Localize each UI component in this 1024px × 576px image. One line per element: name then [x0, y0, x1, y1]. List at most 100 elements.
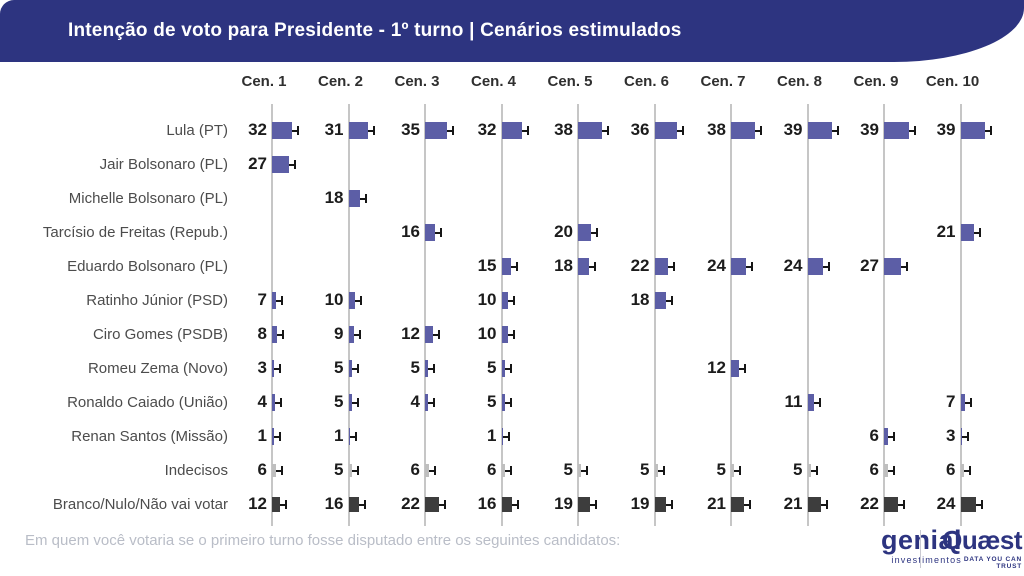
- bar: [578, 464, 582, 477]
- error-whisker-cap: [892, 432, 895, 441]
- error-whisker: [428, 367, 435, 370]
- bar-value: 6: [869, 425, 879, 445]
- genial-logo-subtext: investimentos: [891, 555, 962, 565]
- error-whisker-cap: [432, 398, 435, 407]
- bar: [960, 464, 965, 477]
- bar: [731, 464, 735, 477]
- error-whisker: [447, 129, 454, 132]
- error-whisker: [273, 435, 280, 438]
- error-whisker: [581, 469, 588, 472]
- error-whisker-cap: [373, 126, 376, 135]
- error-whisker: [521, 129, 528, 132]
- bar-value: 12: [707, 357, 726, 377]
- error-whisker: [677, 129, 684, 132]
- bar-value: 18: [324, 187, 344, 207]
- error-whisker-cap: [443, 500, 446, 509]
- error-whisker-cap: [526, 126, 529, 135]
- scenario-header: Cen. 2: [317, 73, 363, 90]
- bar: [654, 497, 667, 512]
- error-whisker: [427, 401, 434, 404]
- error-whisker: [887, 435, 894, 438]
- scenario-header: Cen. 9: [853, 73, 899, 90]
- bar-value: 10: [477, 323, 497, 343]
- error-whisker-cap: [978, 228, 981, 237]
- bar-value: 18: [554, 255, 573, 275]
- bar: [501, 464, 506, 477]
- bar-value: 15: [477, 255, 497, 275]
- error-whisker: [657, 469, 664, 472]
- bar-value: 35: [401, 119, 420, 139]
- error-whisker: [368, 129, 375, 132]
- bar-value: 38: [707, 119, 726, 139]
- bar: [960, 224, 974, 241]
- error-whisker-cap: [516, 500, 519, 509]
- bar: [884, 258, 901, 275]
- bar-value: 5: [793, 459, 803, 479]
- row-label: Romeu Zema (Novo): [87, 359, 228, 377]
- error-whisker: [973, 231, 980, 234]
- bar-value: 5: [410, 357, 420, 377]
- error-whisker-cap: [815, 466, 818, 475]
- bar-value: 6: [946, 459, 956, 479]
- error-whisker: [964, 469, 971, 472]
- bar: [425, 394, 428, 411]
- scenario-header: Cen. 6: [623, 73, 669, 90]
- bar-value: 39: [783, 119, 803, 139]
- error-whisker: [428, 469, 435, 472]
- error-whisker-cap: [980, 500, 983, 509]
- error-whisker-cap: [356, 398, 359, 407]
- error-whisker-cap: [739, 466, 742, 475]
- axis-line: [806, 104, 809, 526]
- error-whisker: [964, 401, 971, 404]
- error-whisker-cap: [906, 262, 908, 271]
- bar-value: 24: [936, 493, 956, 513]
- bar-value: 10: [477, 289, 497, 309]
- error-whisker: [908, 129, 915, 132]
- error-whisker-cap: [594, 500, 597, 509]
- error-whisker-cap: [827, 262, 830, 271]
- error-whisker: [754, 129, 761, 132]
- bar-value: 32: [248, 119, 267, 139]
- error-whisker: [432, 333, 439, 336]
- bar: [731, 497, 745, 512]
- row-label: Ratinho Júnior (PSD): [86, 291, 228, 309]
- error-whisker-cap: [284, 500, 287, 509]
- row-label: Tarcísio de Freitas (Repub.): [42, 223, 228, 241]
- row-label: Indecisos: [164, 461, 228, 479]
- error-whisker: [666, 503, 673, 506]
- bar-value: 1: [334, 425, 344, 445]
- survey-question: Em quem você votaria se o primeiro turno…: [25, 532, 621, 549]
- bar-value: 21: [783, 493, 803, 513]
- error-whisker-cap: [892, 466, 895, 475]
- quaest-logo-subtext: DATA YOU CAN TRUST: [963, 556, 1022, 570]
- bar: [654, 258, 669, 275]
- bar: [348, 464, 352, 477]
- bar-value: 7: [257, 289, 267, 309]
- bar-value: 4: [410, 391, 420, 411]
- bar-value: 1: [257, 425, 267, 445]
- error-whisker-cap: [282, 330, 285, 339]
- bar-value: 39: [860, 119, 879, 139]
- bar: [654, 464, 658, 477]
- error-whisker: [351, 401, 358, 404]
- quaest-logo: Quæst DATA YOU CAN TRUST: [936, 527, 1022, 571]
- error-whisker: [511, 503, 518, 506]
- bar-value: 22: [860, 493, 879, 513]
- error-whisker-cap: [606, 126, 609, 135]
- logo-divider: [920, 530, 921, 568]
- error-whisker: [504, 401, 511, 404]
- bar-value: 19: [554, 493, 573, 513]
- bar: [501, 497, 512, 512]
- error-whisker: [601, 129, 608, 132]
- error-whisker: [351, 367, 358, 370]
- error-whisker: [354, 333, 361, 336]
- bar-value: 6: [257, 459, 267, 479]
- bar-value: 9: [334, 323, 344, 343]
- error-whisker-cap: [355, 432, 357, 441]
- axis-line: [577, 104, 579, 526]
- scenario-header: Cen. 10: [925, 73, 980, 90]
- bar-value: 39: [936, 119, 956, 139]
- error-whisker: [589, 265, 596, 268]
- error-whisker: [822, 265, 829, 268]
- bar: [578, 122, 602, 139]
